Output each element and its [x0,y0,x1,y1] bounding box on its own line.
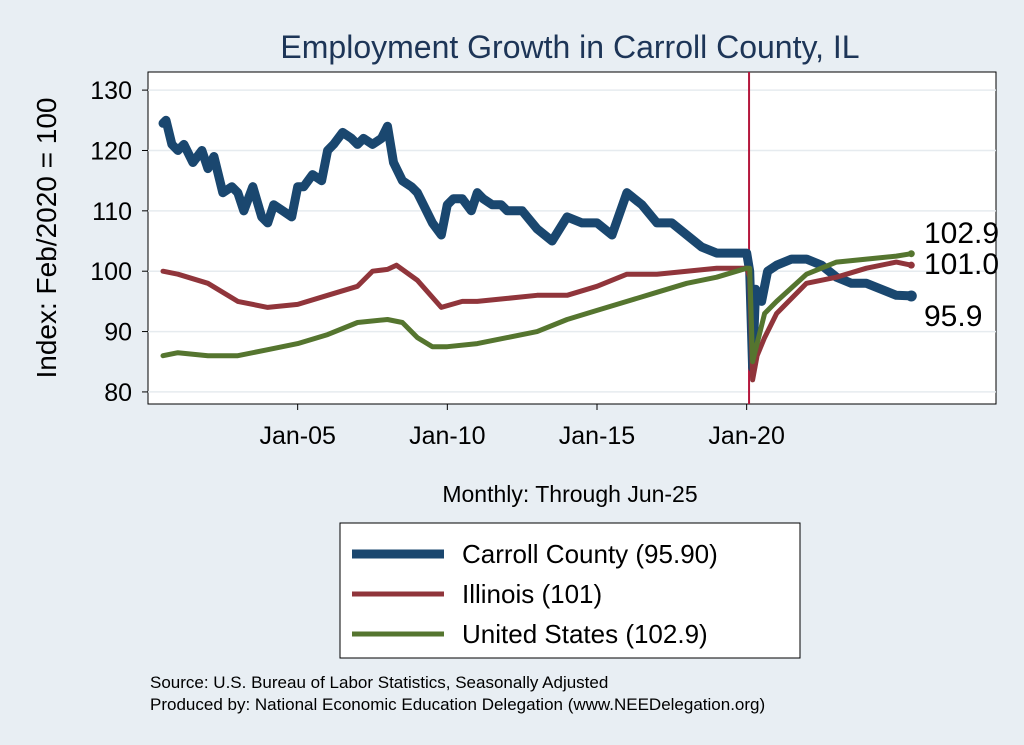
legend: Carroll County (95.90) Illinois (101) Unit… [339,522,801,659]
end-label-united-states: 102.9 [924,217,999,250]
y-tick-label: 130 [90,77,132,105]
series-endpoint-carroll-county [905,290,917,302]
x-tick-label: Jan-15 [559,422,635,450]
x-tick-label: Jan-10 [409,422,485,450]
y-tick-label: 120 [90,137,132,165]
series-endpoint-united-states [907,250,915,258]
x-axis: Jan-05 Jan-10 Jan-15 Jan-20 [259,404,785,450]
legend-label-illinois: Illinois (101) [462,579,602,609]
y-tick-label: 80 [104,379,132,407]
x-tick-label: Jan-20 [708,422,784,450]
source-line: Source: U.S. Bureau of Labor Statistics,… [150,673,608,692]
series-line-united-states [160,251,914,365]
plot-area [147,71,997,405]
y-axis-title: Index: Feb/2020 = 100 [31,98,62,379]
end-label-carroll-county: 95.9 [924,300,982,333]
chart-title: Employment Growth in Carroll County, IL [280,29,859,65]
y-tick-label: 110 [92,198,132,226]
series-lines [158,115,917,383]
series-endpoint-illinois [907,261,915,269]
produced-by-line: Produced by: National Economic Education… [150,695,765,714]
legend-label-united-states: United States (102.9) [462,619,708,649]
legend-label-carroll-county: Carroll County (95.90) [462,539,718,569]
series-line-illinois [160,259,914,383]
y-tick-label: 100 [90,258,132,286]
x-axis-title: Monthly: Through Jun-25 [442,481,697,507]
y-tick-label: 90 [104,319,132,347]
x-tick-label: Jan-05 [259,422,335,450]
end-label-illinois: 101.0 [924,248,999,281]
y-axis: 80 90 100 110 120 130 [90,77,148,407]
